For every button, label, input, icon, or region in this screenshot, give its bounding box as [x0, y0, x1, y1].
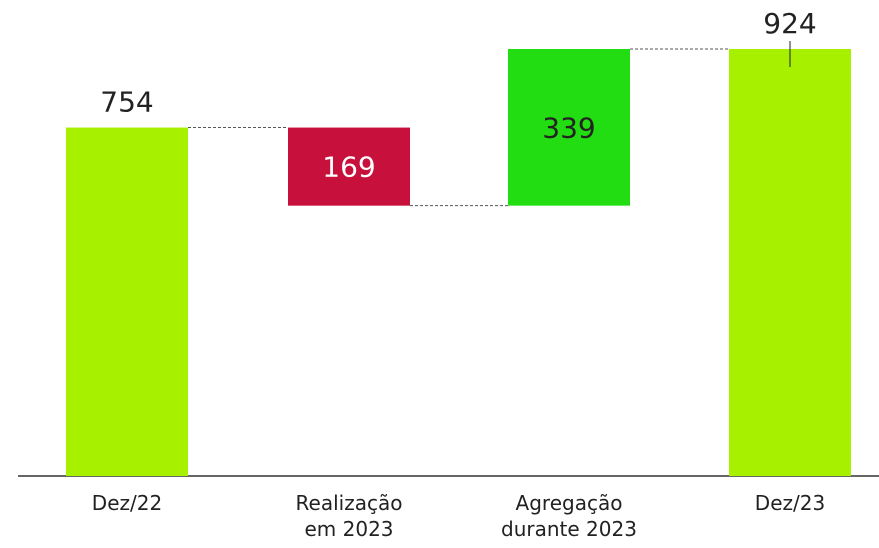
- bar: [288, 127, 410, 206]
- bar: [66, 127, 188, 476]
- value-label: 754: [100, 86, 153, 119]
- value-label: 924: [763, 7, 816, 40]
- value-label: 169: [322, 151, 375, 184]
- x-tick-label: Dez/23: [754, 491, 826, 515]
- x-tick-label: Agregação durante 2023: [501, 491, 637, 541]
- bar: [729, 49, 851, 476]
- bar: [508, 49, 630, 206]
- x-tick-label: Realização em 2023: [295, 491, 403, 541]
- value-label: 339: [542, 111, 595, 144]
- x-tick-label: Dez/22: [91, 491, 163, 515]
